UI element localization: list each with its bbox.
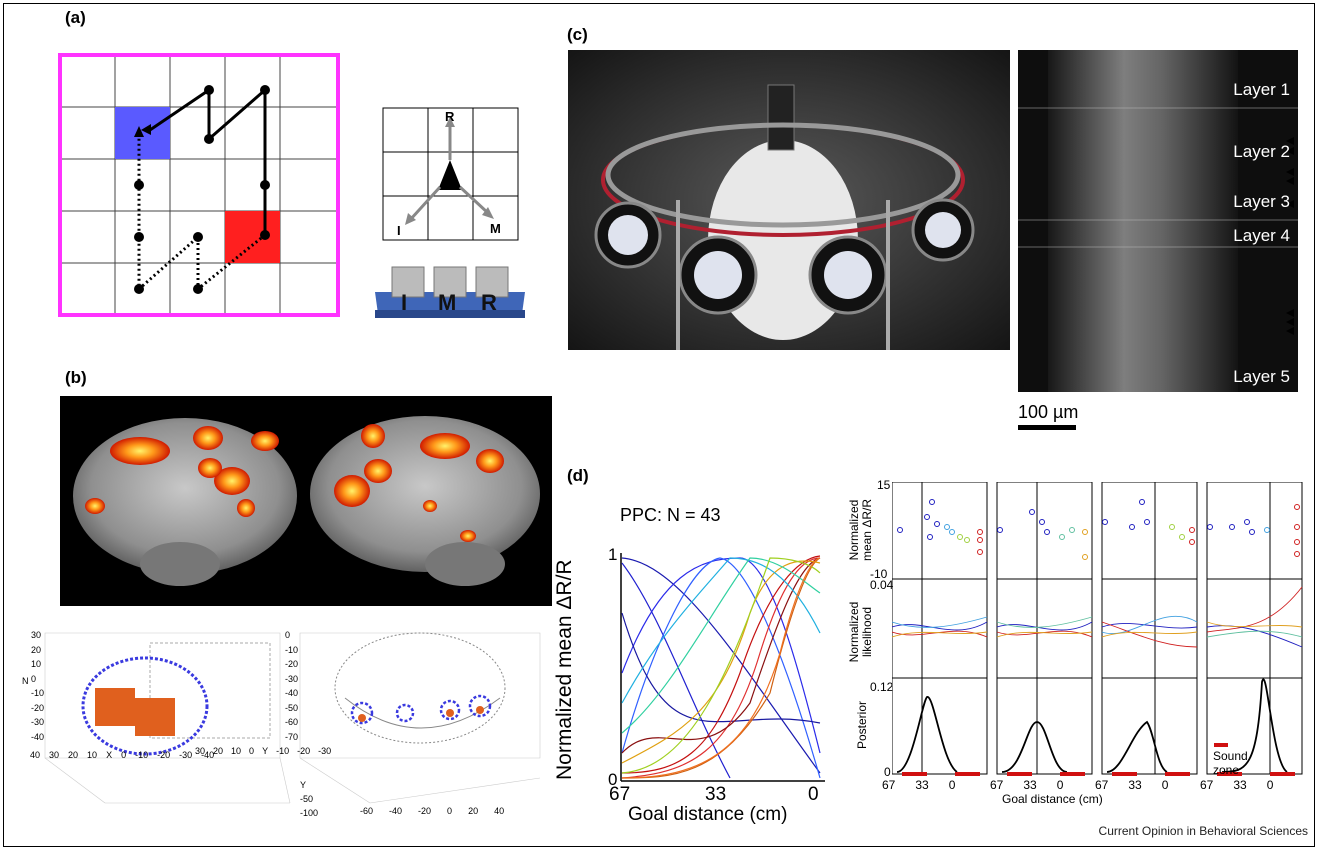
layer-2-label: Layer 2 [1233, 142, 1290, 161]
key-m: M [438, 290, 456, 315]
decoding-panels [892, 482, 1303, 776]
journal-footer: Current Opinion in Behavioral Sciences [1098, 824, 1308, 838]
main-ylabel: Normalized mean ΔR/R [553, 559, 576, 780]
mesh-right-z-ticks: 0 -10 -20 -30 -40 -50 -60 -70 [285, 630, 299, 742]
rig-photo [568, 50, 1010, 350]
row2-ytick-top: 0.04 [870, 578, 894, 592]
dir-label-i: I [397, 223, 401, 238]
brain-activation-image [60, 396, 552, 606]
tuning-curves-chart [620, 553, 825, 782]
panel-label-c: (c) [567, 25, 588, 44]
main-xtick-33: 33 [705, 784, 727, 805]
mesh-right-y-ticks: Y -50 -100 [300, 780, 319, 818]
panel-label-b: (b) [65, 368, 87, 387]
start-cell-red [225, 211, 280, 263]
scale-bar-label: 100 µm [1018, 402, 1079, 422]
legend-sound-zone: Sound zone [1213, 749, 1248, 777]
direction-diagram: R I M [382, 107, 519, 241]
key-r: R [481, 290, 497, 315]
mesh-right-x-ticks: -60 -40 -20 0 20 40 [360, 806, 505, 816]
layer-3-label: Layer 3 [1233, 192, 1290, 211]
ppc-title: PPC: N = 43 [620, 505, 721, 525]
dir-label-r: R [445, 109, 455, 124]
small-xticks-2: 67 33 0 [990, 778, 1064, 792]
main-ytick-0: 0 [608, 770, 618, 789]
row1-ytick-top: 15 [877, 478, 891, 492]
main-xtick-0: 0 [808, 784, 819, 805]
mesh-left-y-ticks: 30 20 10 0 Y -10 -20 -30 [195, 746, 332, 756]
mesh-left-z-label: N [22, 676, 29, 686]
row3-ytick-zero: 0 [884, 765, 891, 779]
scale-bar [1018, 425, 1076, 430]
goal-cell-blue [115, 107, 170, 159]
main-xlabel: Goal distance (cm) [628, 804, 788, 825]
row1-ylabel: Normalized mean ΔR/R [847, 498, 874, 562]
layer-5-label: Layer 5 [1233, 367, 1290, 386]
small-xticks-3: 67 33 0 [1095, 778, 1169, 792]
row1-ytick-bottom: -10 [870, 567, 888, 581]
row3-ylabel: Posterior [855, 700, 869, 750]
key-i: I [401, 290, 407, 315]
keypad-illustration: I M R [375, 266, 525, 318]
main-ytick-1: 1 [608, 545, 618, 564]
panel-label-d: (d) [567, 466, 589, 485]
two-photon-image [1018, 50, 1298, 392]
layer-1-label: Layer 1 [1233, 80, 1290, 99]
layer-4-label: Layer 4 [1233, 226, 1290, 245]
small-xlabel: Goal distance (cm) [1002, 792, 1103, 806]
small-xticks-1: 67 33 0 [882, 778, 956, 792]
main-xtick-67: 67 [609, 784, 631, 805]
row2-ylabel: Normalized likelihood [847, 601, 874, 663]
mesh-plots [44, 632, 541, 804]
mesh-left-z-ticks: 30 20 10 0 -10 -20 -30 -40 [31, 630, 45, 742]
small-xticks-4: 67 33 0 [1200, 778, 1274, 792]
figure-frame [3, 3, 1315, 847]
panel-label-a: (a) [65, 8, 86, 27]
dir-label-m: M [490, 221, 501, 236]
grid-task-diagram [58, 53, 340, 317]
row3-ytick-top: 0.12 [870, 680, 894, 694]
